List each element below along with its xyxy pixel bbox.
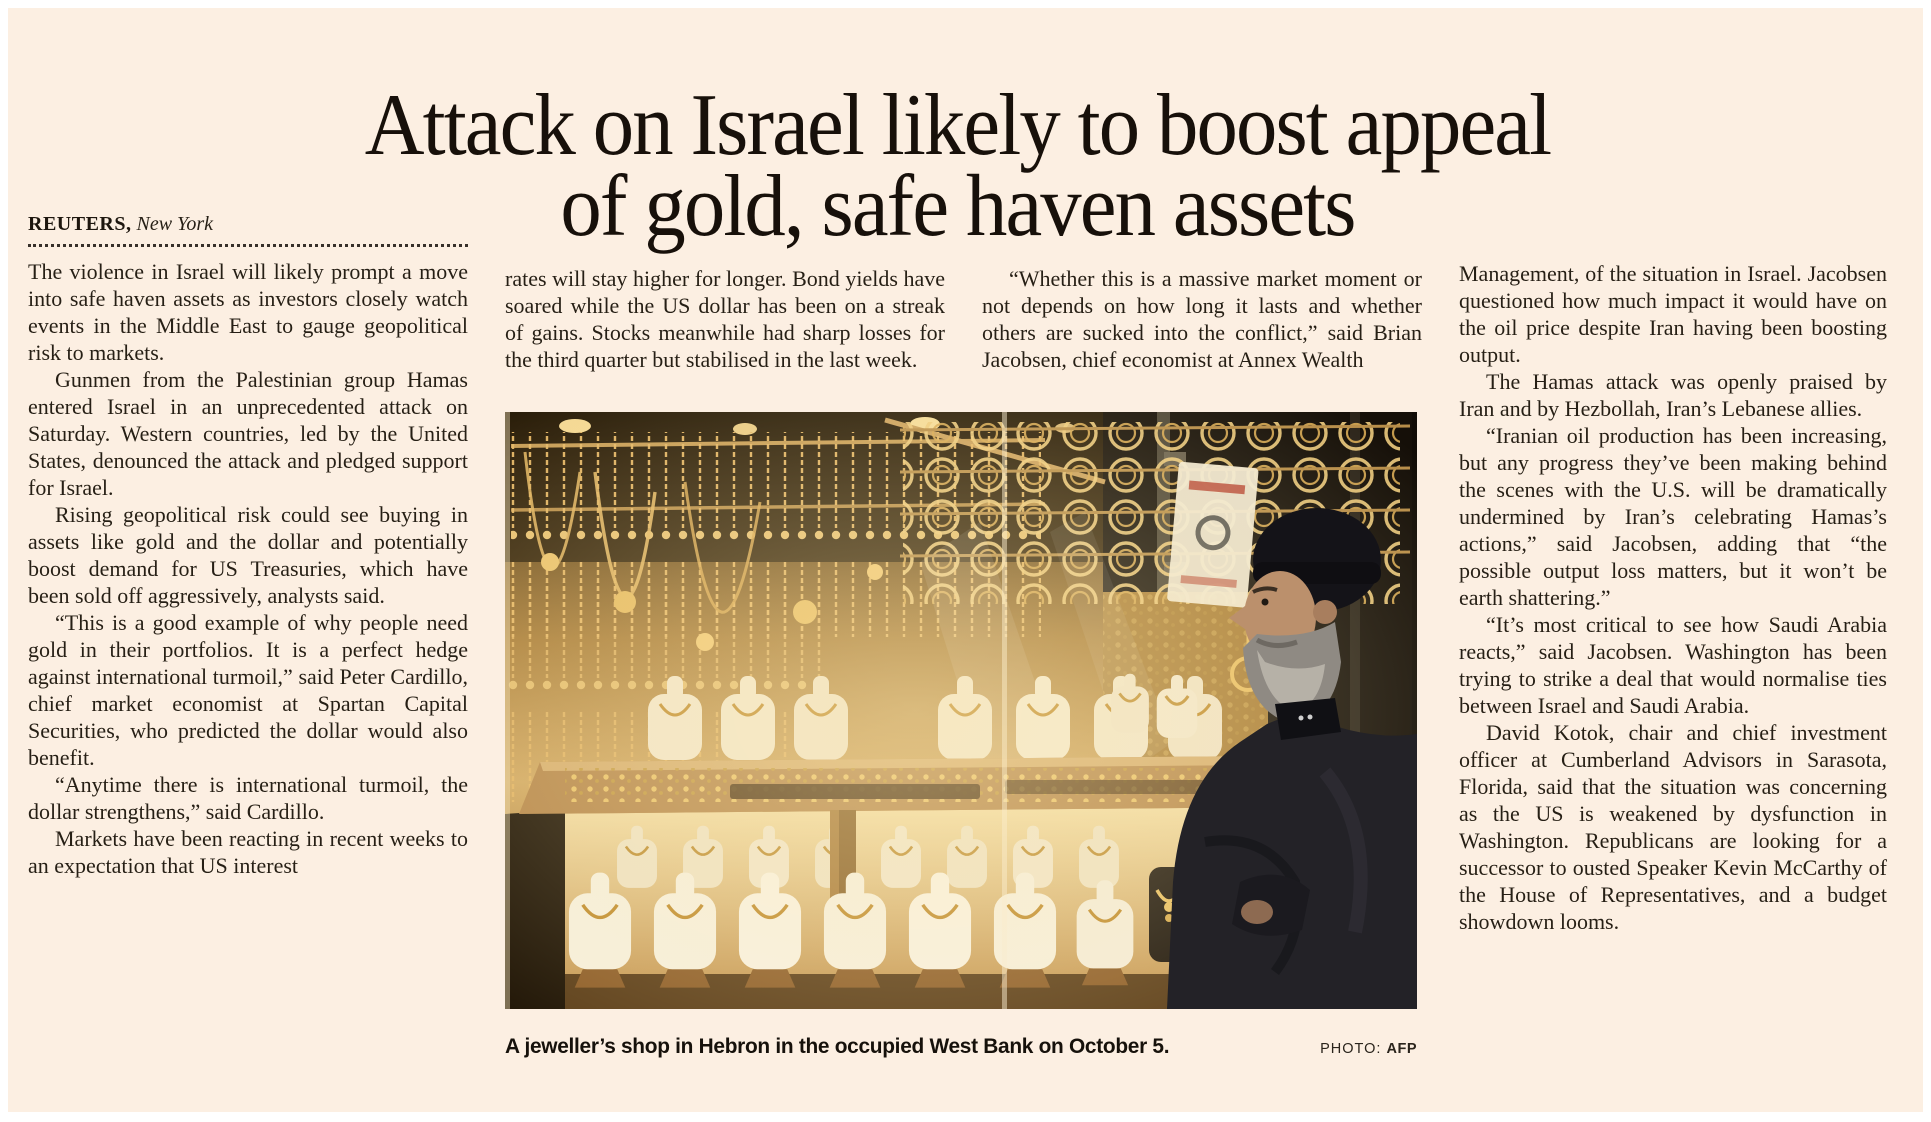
jewellery-shop-photo xyxy=(505,412,1417,1009)
headline-line-2: of gold, safe haven assets xyxy=(560,157,1356,255)
article-paragraph: “Whether this is a massive market moment… xyxy=(982,266,1422,372)
article-column-1: REUTERS, New York The violence in Israel… xyxy=(28,210,468,879)
headline-line-1: Attack on Israel likely to boost appeal xyxy=(364,76,1552,174)
article-paragraph: Management, of the situation in Israel. … xyxy=(1459,261,1887,367)
article-paragraph: “It’s most critical to see how Saudi Ara… xyxy=(1459,612,1887,718)
article-paragraph: Markets have been reacting in recent wee… xyxy=(28,826,468,878)
article-paragraph: “Iranian oil production has been increas… xyxy=(1459,423,1887,610)
article-paragraph: “Anytime there is international turmoil,… xyxy=(28,772,468,824)
photo-credit-agency: AFP xyxy=(1386,1041,1417,1057)
photo-caption-row: A jeweller’s shop in Hebron in the occup… xyxy=(505,1034,1417,1059)
article-paragraph: Gunmen from the Palestinian group Hamas … xyxy=(28,367,468,500)
byline-divider xyxy=(28,243,468,247)
article-paragraph: rates will stay higher for longer. Bond … xyxy=(505,266,945,372)
photo-caption: A jeweller’s shop in Hebron in the occup… xyxy=(505,1034,1170,1058)
byline-agency: REUTERS, xyxy=(28,213,132,235)
article-paragraph: Rising geopolitical risk could see buyin… xyxy=(28,502,468,608)
article-column-2: rates will stay higher for longer. Bond … xyxy=(505,265,945,373)
article-paragraph: “This is a good example of why people ne… xyxy=(28,610,468,770)
byline-location: New York xyxy=(136,213,213,235)
article-paragraph: David Kotok, chair and chief investment … xyxy=(1459,720,1887,934)
page-title: Attack on Israel likely to boost appeal o… xyxy=(57,81,1857,250)
article-paragraph: The Hamas attack was openly praised by I… xyxy=(1459,369,1887,421)
photo-credit-label: PHOTO: xyxy=(1320,1041,1382,1057)
article-column-3: “Whether this is a massive market moment… xyxy=(982,265,1422,373)
article-paragraph: The violence in Israel will likely promp… xyxy=(28,259,468,365)
photo-credit: PHOTO: AFP xyxy=(1320,1041,1417,1057)
article-column-4: Management, of the situation in Israel. … xyxy=(1459,260,1887,935)
byline: REUTERS, New York xyxy=(28,212,468,236)
jewellery-shop-photo-illustration xyxy=(505,412,1417,1009)
